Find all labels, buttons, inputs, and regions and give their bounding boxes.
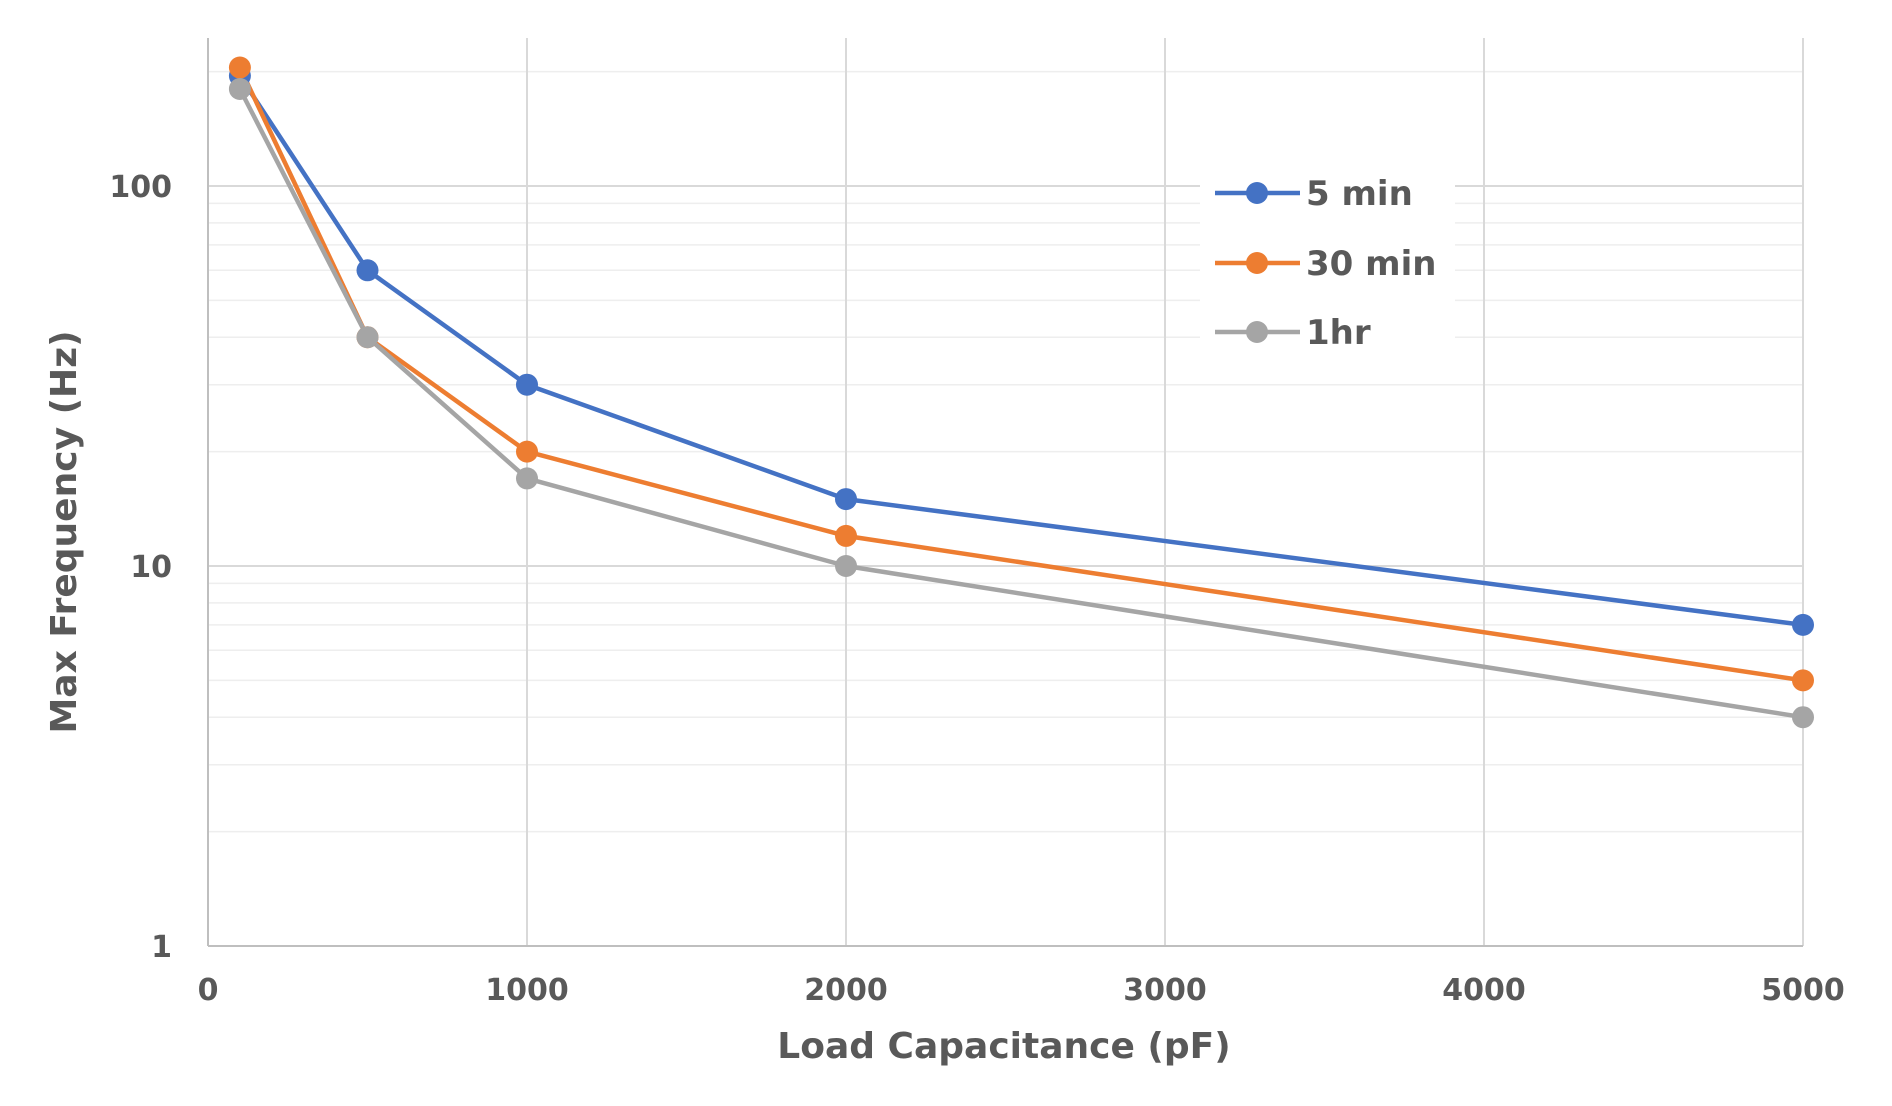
x-tick-label: 5000 xyxy=(1761,973,1845,1008)
data-point xyxy=(228,77,251,100)
data-point xyxy=(516,373,538,396)
axes xyxy=(207,38,1803,947)
data-point xyxy=(356,259,379,282)
major-gridlines xyxy=(208,38,1804,946)
data-point xyxy=(516,467,538,490)
data-point xyxy=(356,326,379,349)
x-tick-labels: 0 1000 2000 3000 4000 5000 xyxy=(198,973,1845,1008)
legend-background xyxy=(1200,162,1455,372)
x-tick-label: 1000 xyxy=(485,973,569,1008)
legend-label: 1hr xyxy=(1306,313,1371,353)
data-point xyxy=(835,524,857,547)
data-point xyxy=(1792,706,1814,729)
data-point xyxy=(228,56,251,79)
x-tick-label: 4000 xyxy=(1442,973,1526,1008)
data-point xyxy=(516,440,538,463)
x-tick-label: 2000 xyxy=(804,973,888,1008)
y-axis-title: Max Frequency (Hz) xyxy=(44,330,85,733)
y-tick-label: 100 xyxy=(109,170,172,205)
data-point xyxy=(1792,669,1814,692)
legend: 5 min 30 min 1hr xyxy=(1200,162,1455,372)
y-tick-label: 1 xyxy=(151,930,172,965)
legend-label: 30 min xyxy=(1306,244,1436,284)
minor-gridlines xyxy=(208,70,1803,833)
data-point xyxy=(835,555,857,577)
x-tick-label: 0 xyxy=(198,973,219,1008)
x-axis-title: Load Capacitance (pF) xyxy=(777,1026,1230,1067)
legend-marker xyxy=(1246,252,1268,274)
legend-label: 5 min xyxy=(1306,174,1413,214)
legend-marker xyxy=(1246,321,1268,343)
y-tick-label: 10 xyxy=(130,550,172,585)
data-point xyxy=(1792,613,1814,636)
series-points xyxy=(228,56,1814,729)
y-tick-labels: 1 10 100 xyxy=(109,170,172,965)
data-point xyxy=(835,488,857,511)
legend-marker xyxy=(1246,182,1268,204)
x-tick-label: 3000 xyxy=(1123,973,1207,1008)
